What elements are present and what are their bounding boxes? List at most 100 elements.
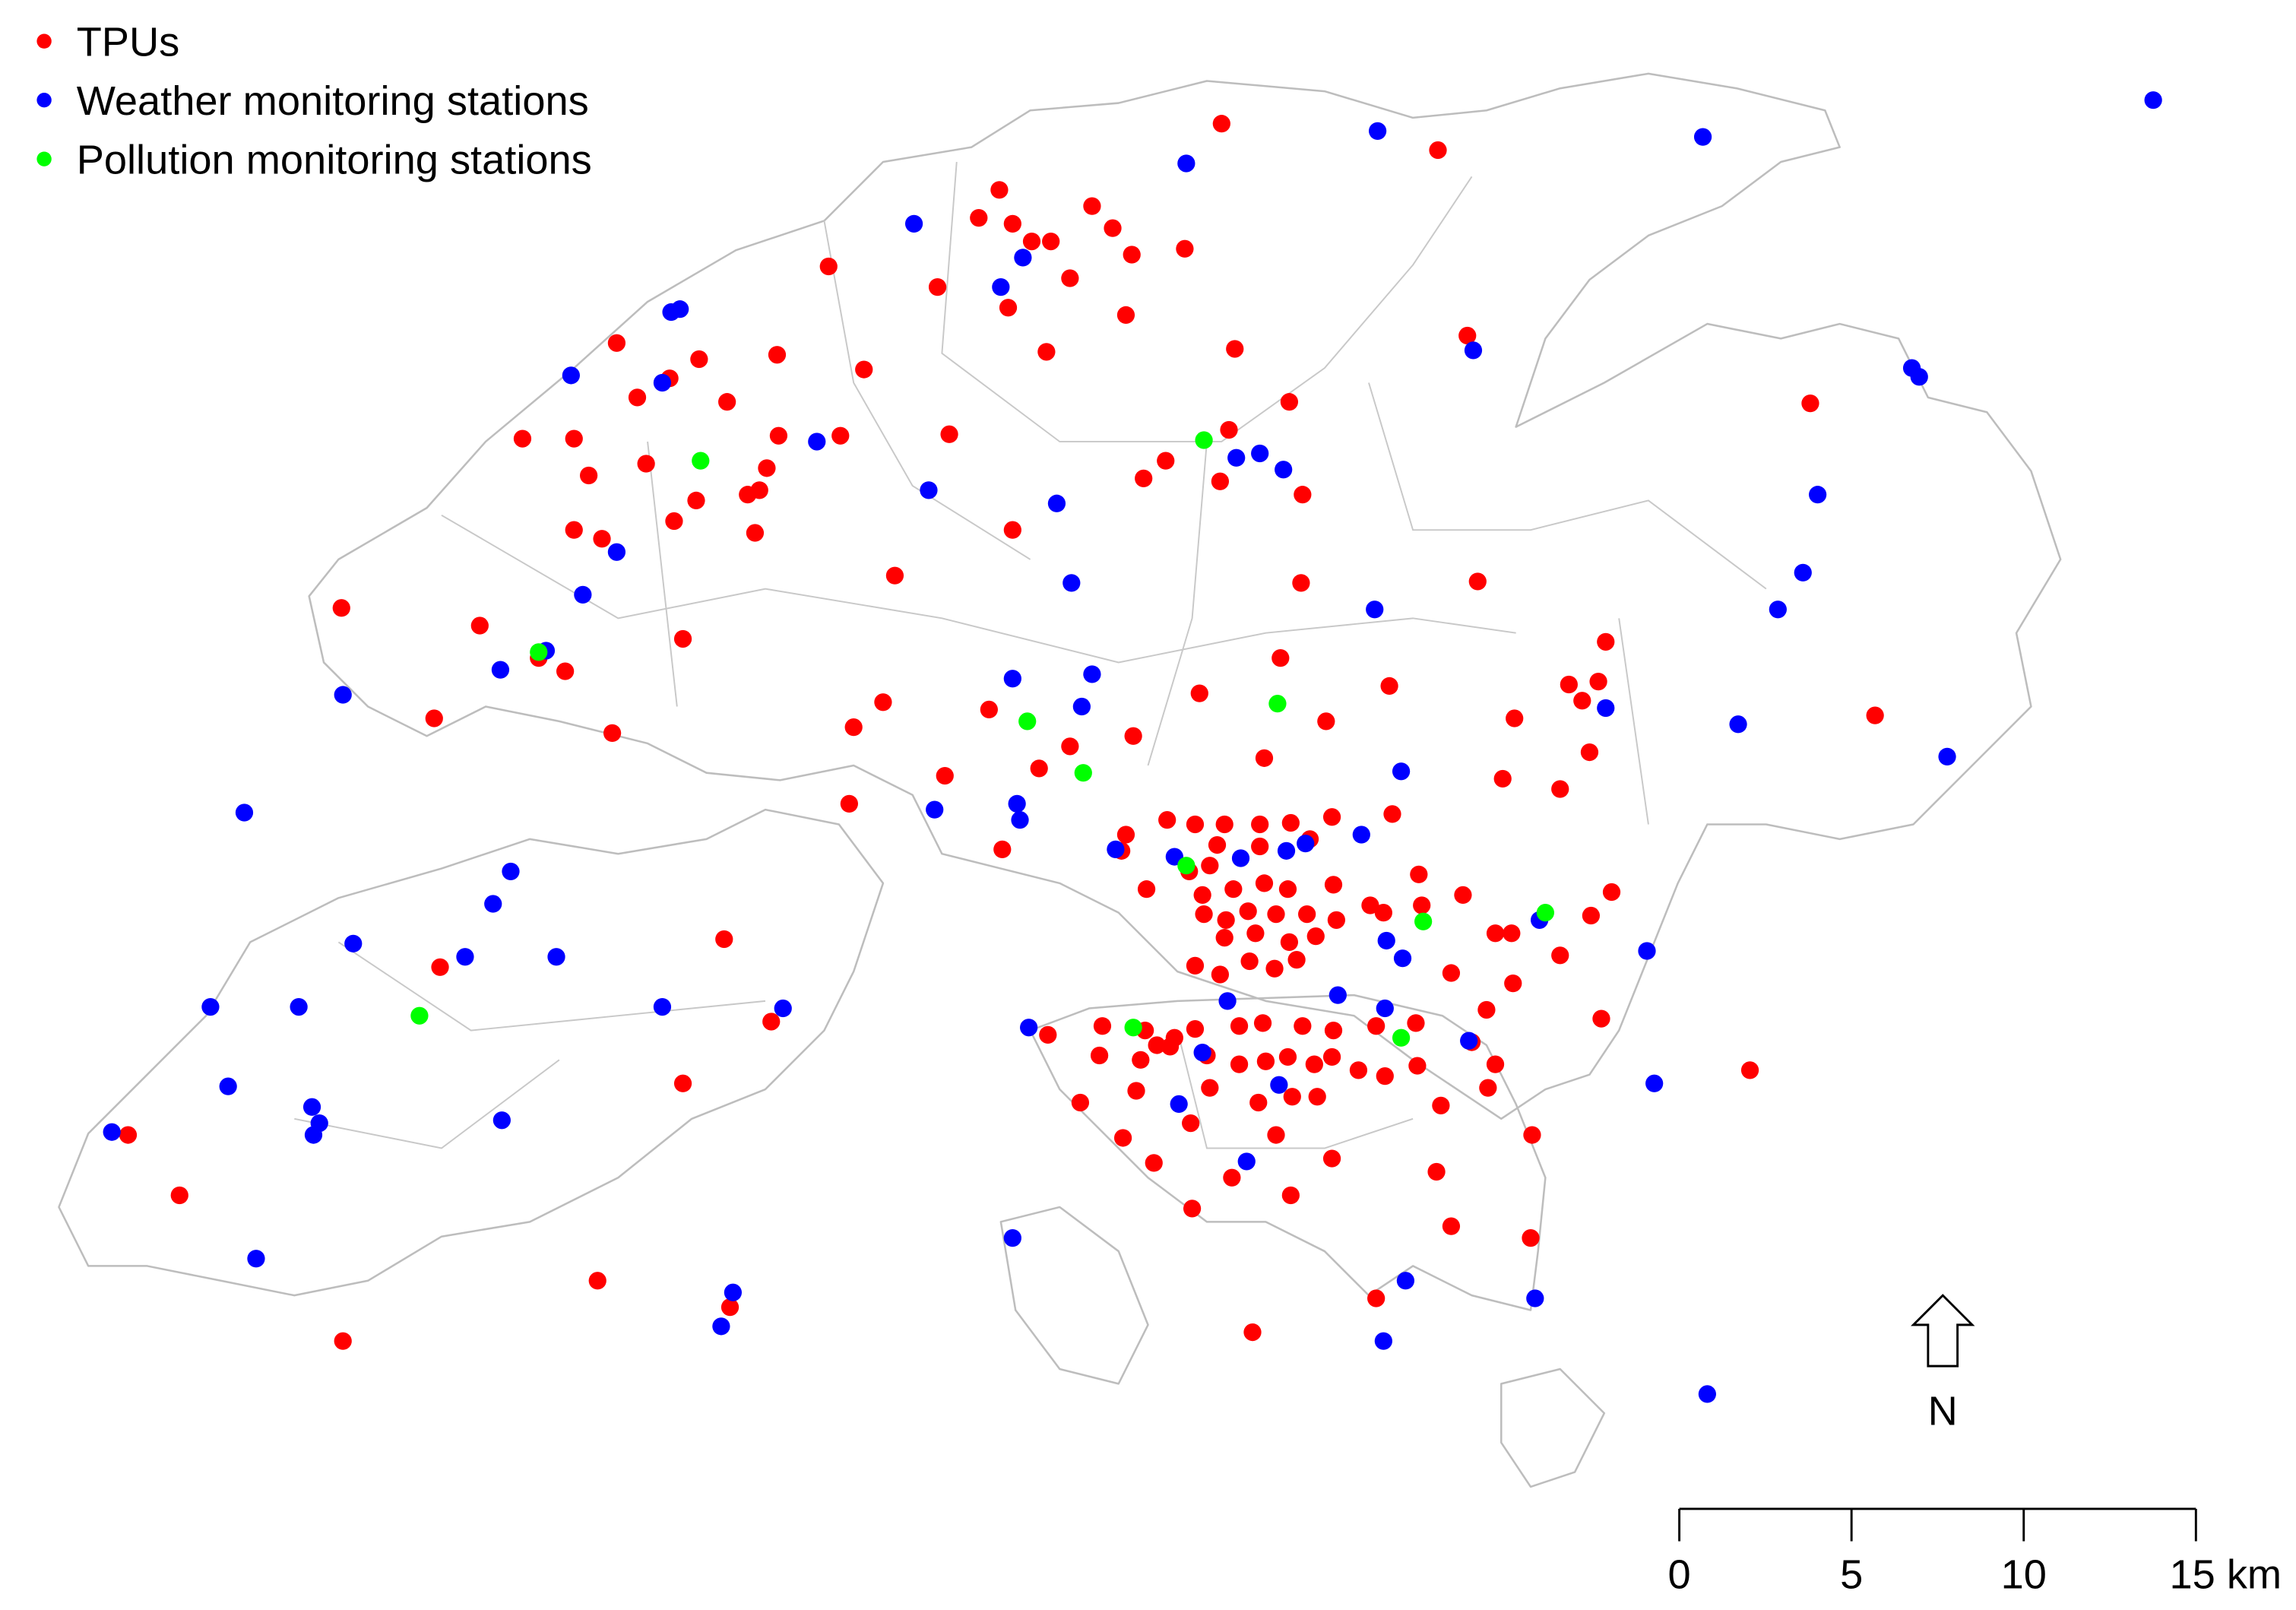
- weather-station-point: [1170, 1095, 1188, 1114]
- legend-marker: [36, 93, 52, 108]
- tpu-point: [1240, 952, 1259, 971]
- tpu-point: [628, 388, 647, 407]
- weather-station-point: [547, 948, 565, 966]
- tpu-point: [758, 459, 776, 477]
- tpu-point: [1866, 706, 1884, 724]
- tpu-point: [1523, 1126, 1541, 1144]
- tpu-point: [1493, 769, 1512, 788]
- tpu-point: [1158, 811, 1177, 829]
- weather-station-point: [491, 661, 510, 679]
- pollution-station-point: [1018, 712, 1037, 731]
- tpu-point: [1272, 649, 1290, 667]
- tpu-point: [1374, 904, 1392, 922]
- tpu-point: [1061, 269, 1079, 287]
- tpu-point: [1161, 1038, 1180, 1056]
- tpu-point: [1522, 1229, 1540, 1247]
- weather-station-point: [1366, 601, 1384, 619]
- weather-station-point: [1368, 122, 1387, 140]
- scale-bar-label: 10: [2001, 1552, 2047, 1598]
- tpu-point: [1292, 574, 1310, 592]
- tpu-point: [1479, 1079, 1497, 1097]
- tpu-point: [1220, 420, 1238, 439]
- lamma: [1500, 1368, 1606, 1488]
- weather-station-point: [1275, 461, 1293, 479]
- tpu-point: [1253, 1014, 1272, 1032]
- tpu-point: [1255, 749, 1274, 767]
- weather-station-point: [290, 997, 308, 1016]
- pollution-station-point: [1177, 857, 1196, 875]
- weather-station-point: [904, 214, 923, 233]
- tpu-point: [1003, 214, 1021, 233]
- tpu-point: [1278, 880, 1297, 898]
- weather-station-point: [926, 800, 944, 819]
- tpu-point: [1104, 219, 1122, 237]
- tpu-point: [1223, 1168, 1241, 1187]
- tpu-point: [431, 958, 449, 976]
- tpu-point: [1589, 673, 1607, 691]
- weather-station-point: [1008, 794, 1026, 813]
- weather-station-point: [1376, 999, 1394, 1018]
- tpu-point: [1183, 1200, 1202, 1218]
- tpu-point: [1061, 737, 1079, 756]
- tpu-point: [718, 393, 736, 411]
- tpu-point: [831, 426, 850, 445]
- tpu-point: [1442, 1217, 1461, 1235]
- scale-bar-label: 15 km: [2169, 1552, 2282, 1598]
- tpu-point: [1477, 1000, 1496, 1019]
- tpu-point: [1454, 886, 1472, 905]
- weather-station-point: [1020, 1019, 1038, 1037]
- weather-station-point: [1177, 154, 1196, 173]
- tpu-point: [1740, 1061, 1759, 1079]
- south-island: [999, 1206, 1149, 1385]
- tpu-point: [1305, 1055, 1323, 1073]
- tpu-point: [762, 1013, 781, 1031]
- weather-station-point: [1374, 1332, 1392, 1350]
- new-territories: [308, 72, 2062, 1120]
- weather-station-point: [1003, 670, 1021, 688]
- tpu-point: [874, 693, 892, 712]
- tpu-point: [1251, 815, 1269, 834]
- weather-station-point: [1083, 665, 1101, 683]
- weather-station-point: [1910, 368, 1928, 386]
- tpu-point: [769, 426, 788, 445]
- tpu-point: [1429, 141, 1447, 160]
- district-boundary: [294, 161, 1767, 1149]
- weather-station-point: [920, 481, 938, 499]
- tpu-point: [840, 794, 859, 813]
- weather-station-point: [1072, 697, 1091, 716]
- tpu-point: [1408, 1057, 1427, 1075]
- tpu-point: [1246, 924, 1265, 943]
- tpu-point: [665, 512, 683, 531]
- tpu-point: [1113, 1129, 1132, 1147]
- tpu-point: [1442, 964, 1461, 982]
- weather-station-point: [671, 300, 689, 319]
- tpu-point: [1468, 572, 1487, 591]
- weather-station-point: [2144, 91, 2162, 109]
- tpu-point: [470, 616, 489, 635]
- tpu-point: [1215, 928, 1234, 947]
- tpu-point: [565, 429, 583, 448]
- weather-station-point: [302, 1098, 321, 1116]
- tpu-point: [928, 278, 947, 296]
- legend-label: TPUs: [77, 20, 180, 65]
- legend-marker: [36, 151, 52, 166]
- weather-station-point: [1809, 486, 1827, 504]
- tpu-point: [1506, 709, 1524, 727]
- weather-station-point: [574, 585, 592, 604]
- tpu-point: [673, 1074, 692, 1092]
- weather-station-point: [607, 543, 626, 561]
- tpu-point: [1407, 1014, 1425, 1032]
- tpu-point: [1230, 1055, 1249, 1073]
- tpu-point: [885, 566, 904, 585]
- tpu-point: [1458, 326, 1477, 345]
- hong-kong-island: [1029, 994, 1547, 1311]
- tpu-point: [1265, 959, 1284, 978]
- weather-station-point: [724, 1283, 743, 1301]
- weather-station-point: [1270, 1076, 1288, 1094]
- tpu-point: [603, 724, 622, 743]
- tpu-point: [690, 350, 708, 369]
- tpu-point: [1322, 808, 1341, 826]
- tpu-point: [1217, 911, 1235, 929]
- weather-station-point: [1729, 715, 1747, 734]
